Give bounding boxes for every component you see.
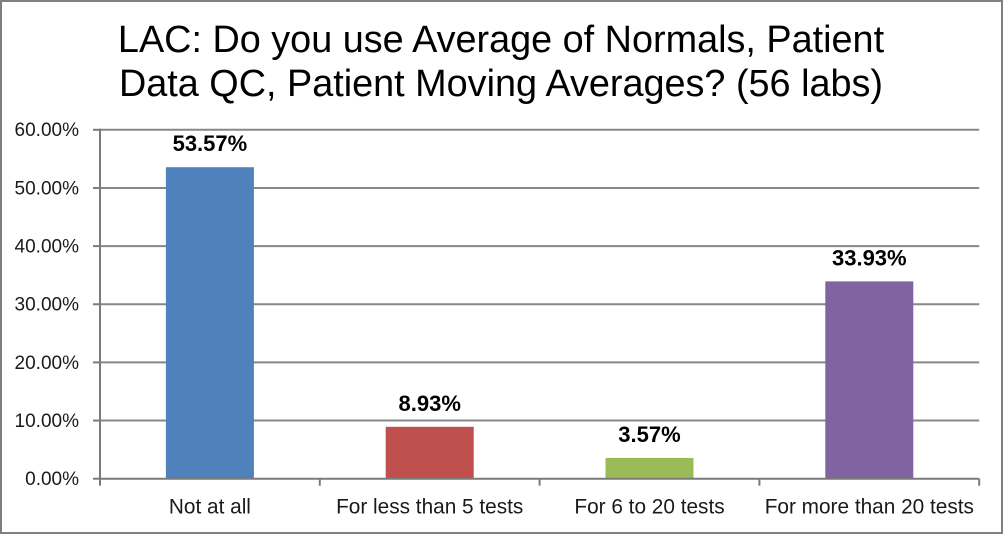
svg-text:30.00%: 30.00% xyxy=(15,295,80,316)
svg-text:Data QC, Patient Moving Averag: Data QC, Patient Moving Averages? (56 la… xyxy=(119,63,883,105)
svg-text:60.00%: 60.00% xyxy=(15,120,80,141)
svg-text:LAC: Do you use Average of Nor: LAC: Do you use Average of Normals, Pati… xyxy=(118,19,885,61)
svg-text:50.00%: 50.00% xyxy=(15,178,80,199)
svg-text:20.00%: 20.00% xyxy=(15,353,80,374)
svg-text:For 6 to 20 tests: For 6 to 20 tests xyxy=(574,496,724,519)
svg-text:10.00%: 10.00% xyxy=(15,411,80,432)
svg-text:3.57%: 3.57% xyxy=(618,422,680,447)
svg-text:40.00%: 40.00% xyxy=(15,237,80,258)
svg-text:For less than 5 tests: For less than 5 tests xyxy=(336,496,523,519)
svg-text:Not at all: Not at all xyxy=(169,496,251,519)
svg-text:For more than 20 tests: For more than 20 tests xyxy=(765,496,974,519)
svg-text:8.93%: 8.93% xyxy=(399,391,461,416)
svg-text:0.00%: 0.00% xyxy=(25,469,79,490)
svg-text:53.57%: 53.57% xyxy=(173,131,248,156)
svg-text:33.93%: 33.93% xyxy=(832,245,907,270)
